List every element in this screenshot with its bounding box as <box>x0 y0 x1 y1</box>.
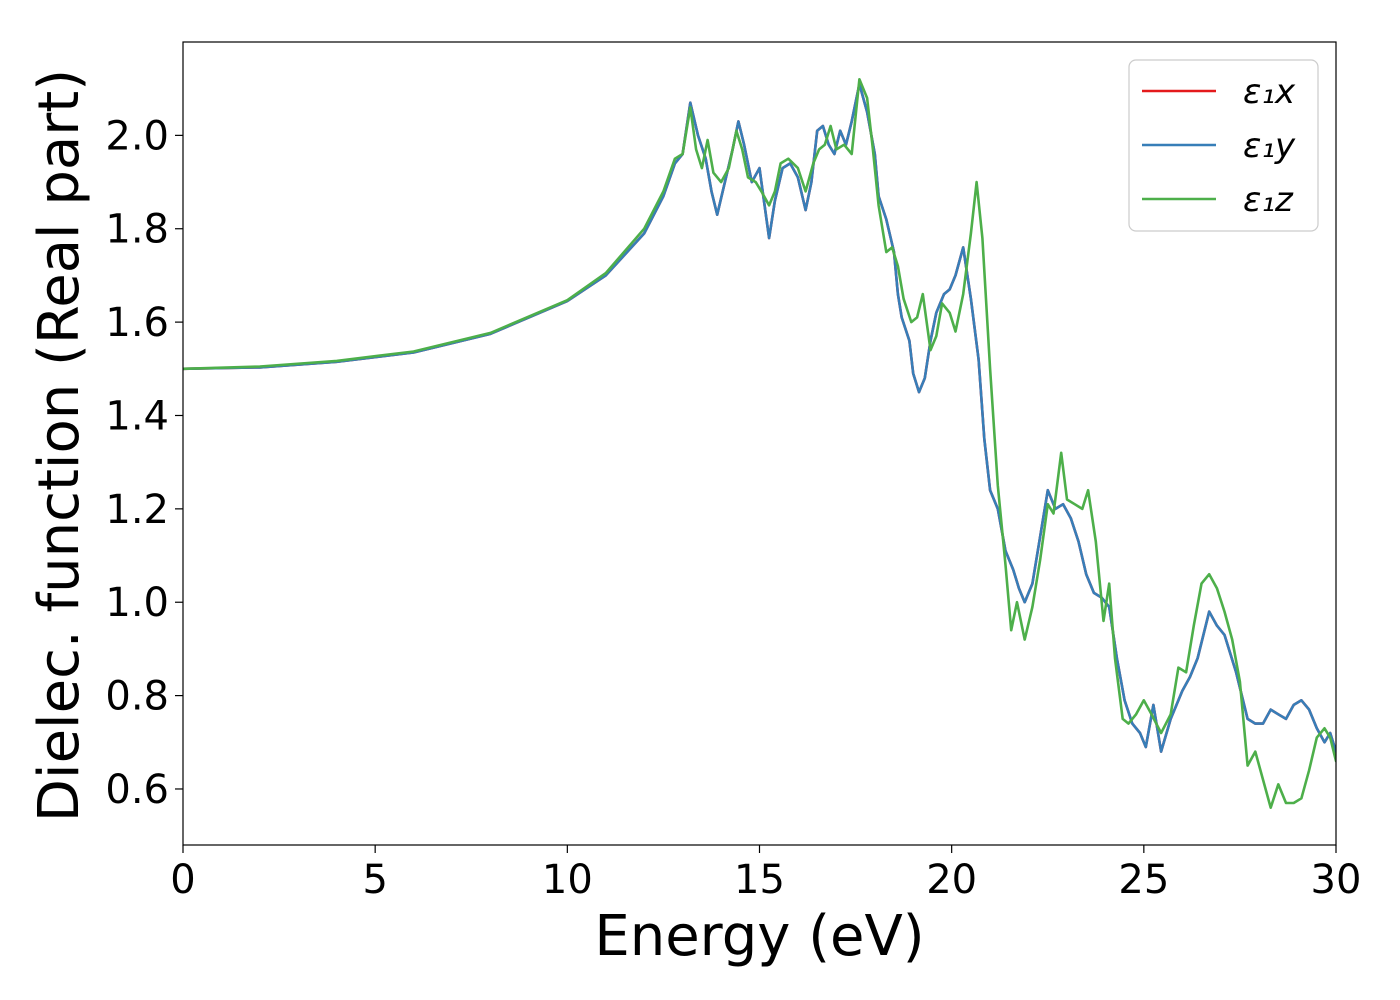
y-tick-label: 1.6 <box>105 300 169 346</box>
y-tick-label: 2.0 <box>105 113 169 159</box>
x-tick-label: 5 <box>362 857 387 903</box>
x-axis-label: Energy (eV) <box>594 904 924 969</box>
legend-label: ε₁z <box>1243 180 1294 220</box>
x-tick-label: 0 <box>170 857 195 903</box>
y-axis-ticks: 0.6 0.8 1.0 1.2 1.4 1.6 1.8 2.0 <box>105 113 183 813</box>
series-layer <box>183 78 1336 809</box>
y-tick-label: 1.0 <box>105 580 169 626</box>
y-tick-label: 1.8 <box>105 207 169 253</box>
x-axis-ticks: 0 5 10 15 20 25 30 <box>170 845 1361 903</box>
y-tick-label: 0.8 <box>105 674 169 720</box>
x-tick-label: 25 <box>1118 857 1169 903</box>
legend-label: ε₁x <box>1243 72 1296 112</box>
y-tick-label: 1.2 <box>105 487 169 533</box>
y-axis-label: Dielec. function (Real part) <box>27 69 92 822</box>
x-tick-label: 30 <box>1311 857 1362 903</box>
x-tick-label: 20 <box>926 857 977 903</box>
legend-label: ε₁y <box>1243 126 1296 166</box>
x-tick-label: 10 <box>542 857 593 903</box>
series-line-3 <box>183 78 1336 809</box>
x-tick-label: 15 <box>734 857 785 903</box>
y-tick-label: 1.4 <box>105 393 169 439</box>
y-tick-label: 0.6 <box>105 767 169 813</box>
legend: ε₁x ε₁y ε₁z <box>1128 59 1319 232</box>
legend-frame <box>1128 59 1319 232</box>
